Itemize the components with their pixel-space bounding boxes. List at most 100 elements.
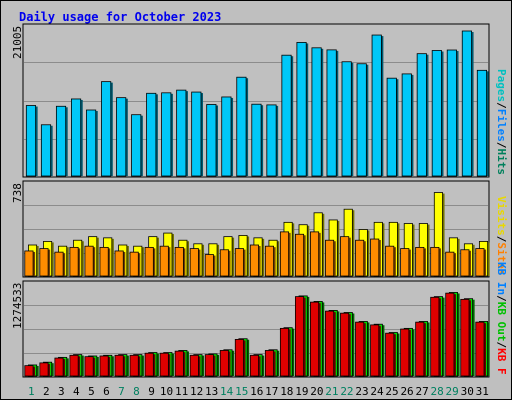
bar-kb-f [475, 321, 485, 377]
bar-hits [176, 89, 187, 177]
x-tick-label: 2 [43, 385, 50, 398]
bar-hits [71, 98, 82, 177]
bar-hits [386, 77, 397, 177]
ymax-label-middle: 738 [11, 182, 24, 203]
bar-hits [191, 91, 202, 177]
bar-sites [189, 248, 199, 277]
bar-sites [355, 239, 365, 277]
legend-item-visits: Visits [495, 195, 508, 236]
bar-kb-f [325, 310, 335, 377]
x-tick-label: 21 [325, 385, 338, 398]
bar-kb-f [279, 327, 290, 377]
bar-hits [25, 105, 37, 177]
bar-hits [281, 54, 292, 177]
legend-item-files: Files [495, 108, 508, 142]
bar-kb-f [355, 321, 365, 377]
bar-sites [129, 251, 139, 277]
bar-hits [401, 73, 412, 177]
bar-kb-f [189, 354, 199, 377]
x-tick-label: 7 [118, 385, 125, 398]
x-tick-label: 11 [175, 385, 188, 398]
bar-hits [371, 34, 382, 177]
legend-item-pages: Pages [495, 69, 508, 103]
bar-hits [40, 124, 52, 177]
bar-kb-f [310, 301, 320, 377]
bar-kb-f [69, 354, 79, 377]
bar-hits [206, 104, 217, 177]
bar-kb-f [385, 332, 395, 377]
x-tick-label: 12 [190, 385, 203, 398]
bar-kb-f [219, 350, 229, 377]
x-tick-label: 10 [160, 385, 173, 398]
bar-hits [86, 109, 97, 177]
bar-sites [249, 244, 259, 277]
bar-kb-f [460, 298, 470, 377]
x-tick-label: 22 [340, 385, 353, 398]
bar-sites [219, 249, 229, 277]
bar-sites [234, 248, 244, 277]
bar-kb-f [400, 328, 410, 377]
legend-separator: / [495, 102, 508, 109]
bar-hits [101, 81, 112, 177]
x-tick-label: 29 [446, 385, 459, 398]
bar-sites [340, 236, 350, 277]
ymax-label-top: 21005 [11, 25, 24, 59]
x-tick-label: 27 [415, 385, 428, 398]
bar-kb-f [129, 354, 139, 377]
x-tick-label: 4 [73, 385, 80, 398]
legend-item-kb-out: KB Out [495, 302, 508, 342]
bar-sites [325, 239, 335, 277]
bar-sites [24, 250, 34, 277]
bar-hits [416, 53, 427, 177]
bar-kb-f [204, 354, 214, 377]
bar-sites [445, 251, 455, 277]
x-tick-label: 14 [220, 385, 234, 398]
bar-kb-f [99, 355, 109, 377]
legend-separator: / [495, 235, 508, 242]
x-tick-label: 24 [370, 385, 384, 398]
chart-title: Daily usage for October 2023 [19, 10, 222, 24]
bar-kb-f [445, 292, 455, 377]
bar-hits [221, 96, 232, 177]
x-tick-label: 1 [28, 385, 35, 398]
bar-sites [279, 231, 290, 277]
x-tick-label: 26 [400, 385, 413, 398]
bar-kb-f [234, 339, 244, 377]
bar-hits [326, 49, 337, 177]
bar-sites [54, 251, 64, 277]
x-tick-label: 9 [148, 385, 155, 398]
bar-sites [84, 245, 94, 277]
x-tick-label: 23 [355, 385, 368, 398]
x-tick-label: 13 [205, 385, 218, 398]
x-tick-label: 16 [250, 385, 263, 398]
bar-hits [356, 63, 367, 177]
bar-hits [236, 76, 247, 177]
bar-sites [310, 231, 320, 277]
bar-hits [341, 61, 352, 177]
bar-hits [131, 114, 142, 177]
bar-sites [99, 246, 109, 277]
bar-sites [385, 245, 395, 277]
bar-sites [144, 246, 154, 277]
bar-kb-f [84, 356, 94, 377]
x-tick-label: 15 [235, 385, 248, 398]
bar-kb-f [54, 357, 64, 377]
bar-kb-f [174, 350, 184, 377]
bar-hits [461, 30, 472, 177]
bar-hits [251, 103, 262, 177]
legend-bottom: KB In/KB Out/KB F [495, 262, 508, 375]
x-tick-label: 25 [385, 385, 398, 398]
x-tick-label: 20 [310, 385, 323, 398]
bar-sites [204, 254, 214, 277]
x-tick-label: 31 [476, 385, 489, 398]
bar-kb-f [24, 365, 34, 377]
legend-separator: / [495, 141, 508, 149]
x-tick-label: 6 [103, 385, 110, 398]
bar-hits [431, 50, 442, 177]
bar-kb-f [144, 352, 154, 377]
bar-sites [174, 246, 184, 277]
bar-hits [55, 105, 67, 177]
bar-kb-f [39, 362, 49, 377]
bar-sites [400, 248, 410, 277]
